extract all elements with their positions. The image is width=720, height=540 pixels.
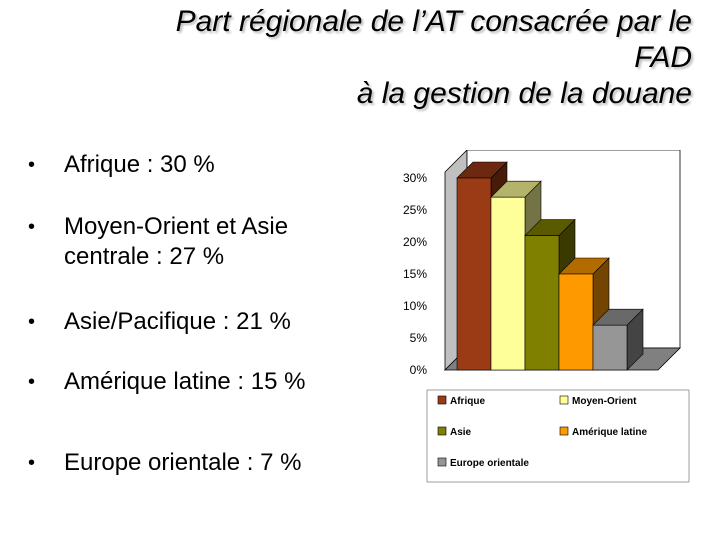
- slide-title: Part régionale de l’AT consacrée par le …: [32, 4, 692, 112]
- bar-chart: 0% 5% 10% 15% 20% 25% 30% Afrique Moyen-Orient As…: [403, 150, 690, 483]
- bullet-asia-pacific: Asie/Pacifique : 21 %: [28, 307, 368, 337]
- y-tick-label: 5%: [410, 331, 428, 345]
- bullet-eastern-europe: Europe orientale : 7 %: [28, 448, 368, 478]
- bar: [592, 324, 628, 371]
- bar: [524, 235, 560, 371]
- bullet-africa: Afrique : 30 %: [28, 150, 368, 180]
- legend-swatch: [559, 426, 569, 436]
- bullet-latin-america: Amérique latine : 15 %: [28, 367, 368, 397]
- legend-label: Afrique: [450, 396, 485, 407]
- title-line: à la gestion de la douane: [356, 77, 692, 110]
- title-line: Part régionale de l’AT consacrée par le: [175, 5, 692, 38]
- legend-label: Asie: [450, 427, 472, 438]
- y-tick-label: 15%: [403, 267, 427, 281]
- y-tick-label: 10%: [403, 299, 427, 313]
- y-tick-label: 20%: [403, 235, 427, 249]
- y-tick-label: 25%: [403, 203, 427, 217]
- legend-box: [426, 389, 690, 483]
- bar: [490, 196, 526, 371]
- legend-label: Moyen-Orient: [572, 396, 637, 407]
- legend-swatch: [437, 395, 447, 405]
- legend-label: Amérique latine: [572, 427, 647, 438]
- legend-swatch: [437, 457, 447, 467]
- legend-swatch: [437, 426, 447, 436]
- bar: [456, 177, 492, 371]
- legend-swatch: [559, 395, 569, 405]
- y-tick-label: 30%: [403, 171, 427, 185]
- legend-label: Europe orientale: [450, 458, 529, 469]
- y-tick-label: 0%: [410, 363, 428, 377]
- title-line: FAD: [634, 41, 692, 74]
- bar: [558, 273, 594, 371]
- bullet-middle-east: Moyen-Orient et Asie centrale : 27 %: [28, 212, 368, 272]
